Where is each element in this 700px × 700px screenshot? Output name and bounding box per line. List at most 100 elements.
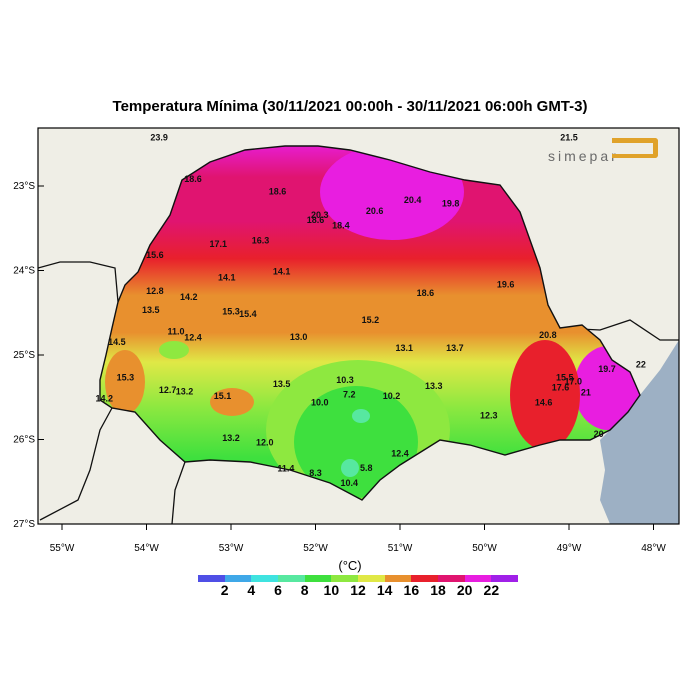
legend-tick-label: 20: [456, 582, 473, 598]
legend-tick-label: 6: [274, 582, 282, 598]
station-value: 21: [581, 388, 591, 398]
lat-tick-label: 23°S: [13, 181, 35, 192]
legend-tick-label: 22: [483, 582, 500, 598]
station-value: 17.0: [564, 377, 582, 387]
legend-color-segment: [384, 575, 412, 582]
legend-tick-label: 8: [300, 582, 309, 598]
zone-cold-spot-1: [352, 409, 370, 423]
station-value: 13.7: [446, 343, 464, 353]
station-value: 12.4: [184, 333, 202, 343]
map-title: Temperatura Mínima (30/11/2021 00:00h - …: [112, 98, 588, 115]
station-value: 19.8: [442, 198, 460, 208]
legend-color-segment: [491, 575, 519, 582]
lon-tick-label: 48°W: [641, 543, 666, 554]
station-value: 14.1: [218, 273, 236, 283]
map-frame: [37, 127, 680, 525]
station-value: 15.3: [222, 306, 240, 316]
station-value: 18.6: [184, 174, 202, 184]
legend-ticks: 2 4 6 8 10 12 14 16 18 20 22: [0, 582, 700, 602]
legend-color-segment: [278, 575, 305, 582]
station-value: 13.5: [142, 305, 160, 315]
legend-color-segment: [438, 575, 465, 582]
legend-tick-label: 14: [376, 582, 393, 598]
legend-tick-label: 16: [403, 582, 420, 598]
station-value: 21.5: [560, 132, 578, 142]
station-value: 5.8: [360, 463, 373, 473]
station-value: 16.3: [252, 235, 270, 245]
station-value: 7.2: [343, 389, 356, 399]
station-value: 10.4: [341, 478, 359, 488]
legend-tick-label: 4: [247, 582, 256, 598]
zone-orange-west: [105, 350, 145, 414]
station-value: 13.5: [273, 379, 291, 389]
lon-tick-label: 51°W: [388, 543, 413, 554]
station-value: 18.6: [307, 215, 325, 225]
station-value: 15.4: [239, 309, 257, 319]
legend-color-segment: [411, 575, 439, 582]
legend-color-segment: [331, 575, 359, 582]
station-value: 10.0: [311, 398, 329, 408]
station-value: 15.6: [146, 250, 164, 260]
neighbor-border-west: [38, 261, 119, 303]
station-value: 22: [636, 360, 646, 370]
station-value: 14.6: [535, 398, 553, 408]
station-value: 14.2: [95, 393, 113, 403]
station-value: 13.2: [176, 387, 194, 397]
station-value: 20: [594, 429, 604, 439]
station-value: 20.8: [539, 330, 557, 340]
lon-tick-label: 54°W: [134, 543, 159, 554]
legend-color-segment: [358, 575, 385, 582]
lon-tick-label: 50°W: [472, 543, 497, 554]
legend-unit: (°C): [338, 558, 362, 573]
station-value: 18.6: [417, 288, 435, 298]
station-value: 13.3: [425, 381, 443, 391]
station-value: 14.5: [108, 337, 126, 347]
zone-red-east: [510, 340, 580, 450]
lat-tick-label: 26°S: [13, 435, 35, 446]
neighbor-border-south: [39, 407, 113, 521]
station-value: 15.1: [214, 391, 232, 401]
lat-tick-label: 24°S: [13, 266, 35, 277]
lon-tick-label: 55°W: [50, 543, 75, 554]
station-value: 12.0: [256, 437, 274, 447]
neighbor-border-sc: [171, 461, 186, 524]
zone-light-green-west: [159, 341, 189, 359]
station-value: 19.7: [598, 364, 616, 374]
station-value: 20.4: [404, 195, 422, 205]
legend-colorbar: [198, 575, 519, 582]
station-value: 18.6: [269, 186, 287, 196]
station-value: 17.6: [552, 382, 570, 392]
station-value: 11.0: [168, 327, 185, 337]
logo-text: simepar: [548, 148, 619, 164]
station-value: 20.3: [311, 210, 329, 220]
legend-tick-label: 2: [220, 582, 229, 598]
simepar-logo: simepar: [546, 138, 666, 168]
lat-tick-label: 27°S: [13, 519, 35, 530]
station-value: 10.3: [336, 375, 354, 385]
axis-ticks: 55°W 54°W 53°W 52°W 51°W 50°W 49°W 48°W 23°S 24°S…: [13, 181, 666, 554]
station-value: 12.7: [159, 385, 177, 395]
station-value: 13.0: [290, 332, 308, 342]
state-outline: [99, 145, 641, 501]
station-value: 14.1: [273, 267, 291, 277]
legend-color-segment: [464, 575, 492, 582]
legend-color-segment: [304, 575, 332, 582]
legend-color-segment: [224, 575, 252, 582]
legend-tick-label: 18: [430, 582, 446, 598]
station-value: 12.8: [146, 286, 164, 296]
station-value: 13.2: [222, 433, 240, 443]
station-value: 15.2: [362, 315, 380, 325]
legend-color-segment: [198, 575, 225, 582]
logo-mark-icon: [612, 138, 658, 158]
station-value: 17.1: [210, 239, 228, 249]
station-value: 19.6: [497, 279, 515, 289]
zone-orange-center: [210, 388, 254, 416]
lon-tick-label: 52°W: [303, 543, 328, 554]
station-value: 10.2: [383, 391, 401, 401]
station-value: 15.5: [556, 372, 574, 382]
ocean-area: [600, 340, 679, 524]
station-value: 8.3: [309, 468, 322, 478]
lat-tick-label: 25°S: [13, 350, 35, 361]
zone-cold-spot-2: [341, 459, 359, 477]
